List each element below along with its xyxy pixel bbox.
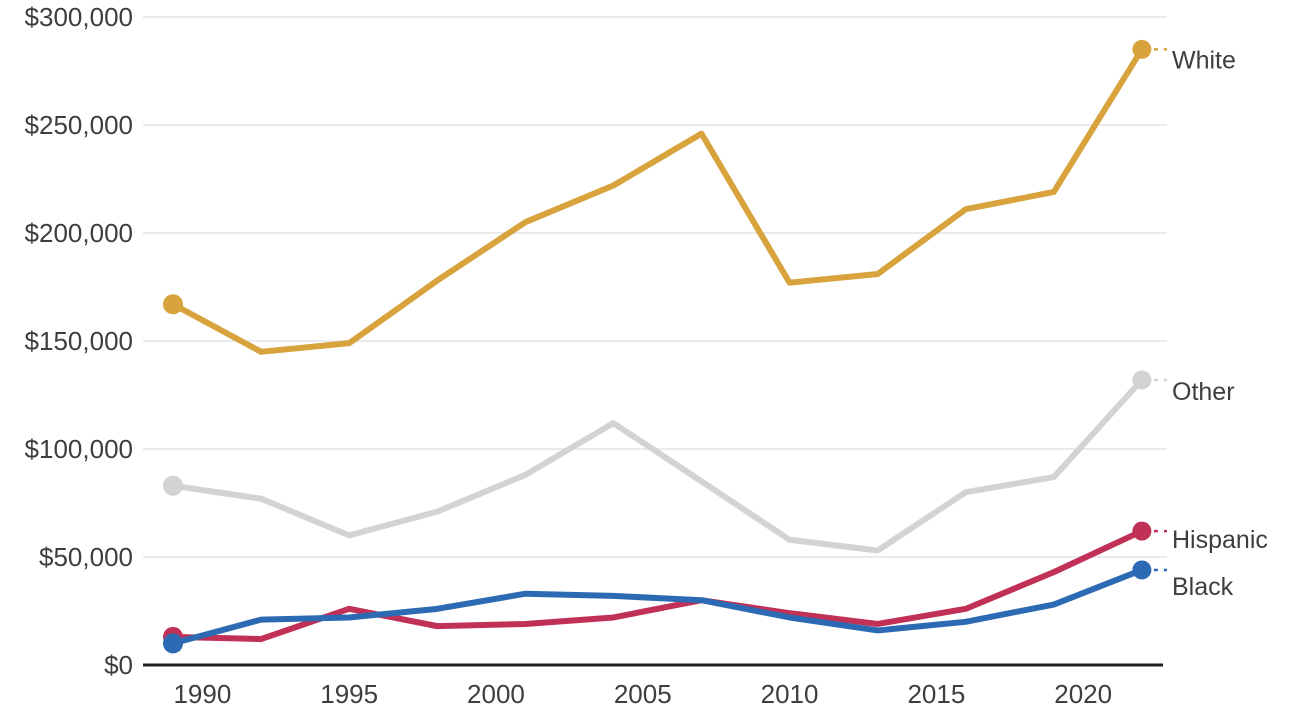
y-axis-tick-label: $200,000 bbox=[25, 218, 133, 248]
x-axis-tick-label: 2000 bbox=[467, 679, 525, 709]
series-line-black bbox=[170, 566, 1145, 647]
y-axis-tick-label: $150,000 bbox=[25, 326, 133, 356]
series-start-dot-white bbox=[163, 294, 183, 315]
series-line-white bbox=[170, 46, 1145, 355]
x-axis-tick-label: 2010 bbox=[761, 679, 819, 709]
y-axis-tick-label: $0 bbox=[104, 650, 133, 680]
x-axis-tick-label: 1990 bbox=[173, 679, 231, 709]
y-axis-tick-label: $100,000 bbox=[25, 434, 133, 464]
series-label-other: Other bbox=[1172, 378, 1235, 406]
series-end-dot-hispanic bbox=[1132, 521, 1152, 541]
y-axis-tick-label: $50,000 bbox=[39, 542, 133, 572]
series-label-black: Black bbox=[1172, 573, 1234, 601]
series-end-dot-other bbox=[1132, 370, 1152, 390]
x-axis-tick-label: 2020 bbox=[1054, 679, 1112, 709]
x-axis-tick-label: 1995 bbox=[320, 679, 378, 709]
series-end-dot-white bbox=[1132, 39, 1152, 59]
x-axis-tick-label: 2015 bbox=[907, 679, 965, 709]
series-line-other bbox=[170, 376, 1145, 554]
series-end-dot-black bbox=[1132, 560, 1152, 580]
series-start-dot-black bbox=[163, 633, 183, 654]
x-axis-tick-label: 2005 bbox=[614, 679, 672, 709]
series-label-hispanic: Hispanic bbox=[1172, 526, 1268, 554]
series-label-white: White bbox=[1172, 46, 1236, 74]
y-axis-tick-label: $300,000 bbox=[25, 2, 133, 32]
y-axis-tick-label: $250,000 bbox=[25, 110, 133, 140]
series-line-hispanic bbox=[170, 528, 1145, 643]
series-start-dot-other bbox=[163, 475, 183, 496]
